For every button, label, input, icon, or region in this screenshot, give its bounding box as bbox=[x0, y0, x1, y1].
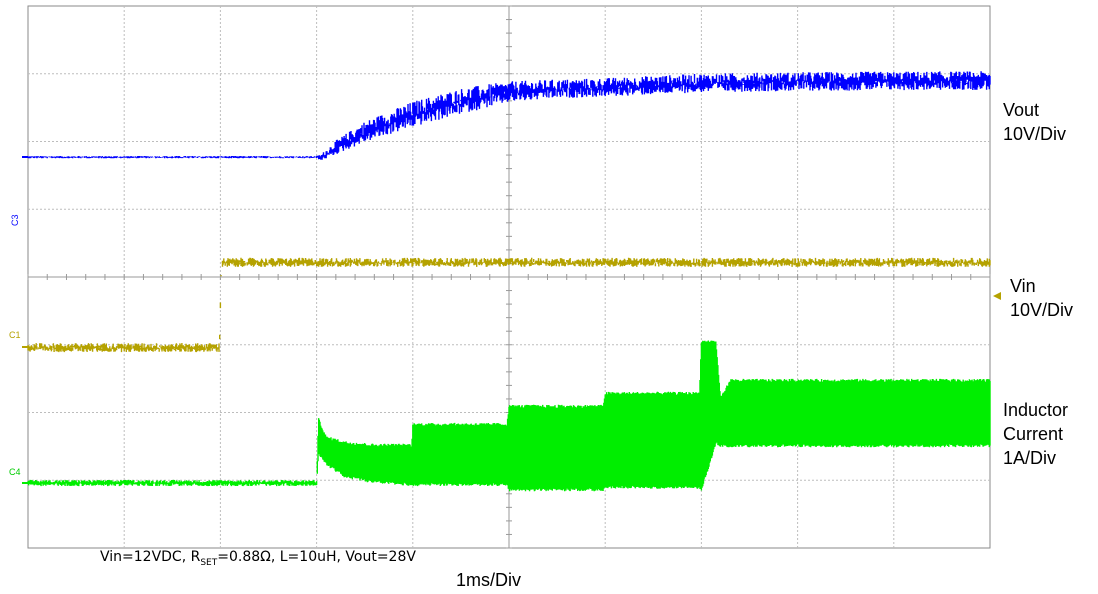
timebase-label: 1ms/Div bbox=[456, 570, 522, 590]
il-label-line2: Current bbox=[1003, 424, 1064, 444]
il-label-line1: Inductor bbox=[1003, 400, 1069, 420]
channel-tag-c4: C4 bbox=[9, 467, 21, 477]
vin-label-name: Vin bbox=[1010, 276, 1036, 296]
channel-tag-c1: C1 bbox=[9, 330, 21, 340]
vin-label-scale: 10V/Div bbox=[1010, 300, 1074, 320]
channel-markers bbox=[22, 156, 1001, 484]
cond-rset-subscript: SET bbox=[200, 557, 218, 568]
inductor-current-label: Inductor Current 1A/Div bbox=[1003, 398, 1068, 470]
vin-level-arrow bbox=[993, 292, 1001, 300]
channel-tag-c3: C3 bbox=[10, 214, 20, 226]
vout-label-scale: 10V/Div bbox=[1003, 124, 1067, 144]
test-conditions: Vin=12VDC, RSET=0.88Ω, L=10uH, Vout=28V bbox=[100, 549, 416, 568]
cond-rest: =0.88Ω, L=10uH, Vout=28V bbox=[217, 549, 416, 565]
cond-vin: Vin=12VDC, R bbox=[100, 549, 201, 565]
il-label-scale: 1A/Div bbox=[1003, 448, 1057, 468]
vout-label-name: Vout bbox=[1003, 100, 1040, 120]
vout-label: Vout 10V/Div bbox=[1003, 98, 1066, 146]
vin-label: Vin 10V/Div bbox=[1010, 274, 1073, 322]
